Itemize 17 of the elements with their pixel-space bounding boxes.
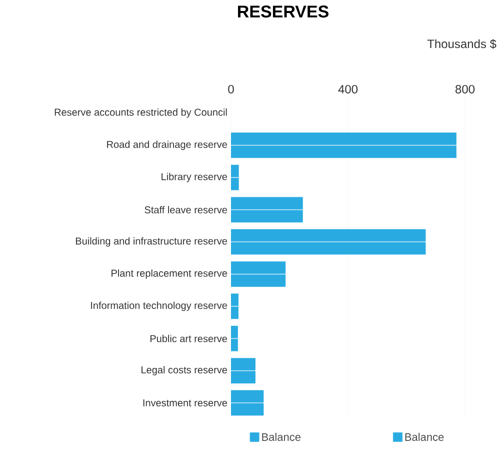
y-tick-label: Information technology reserve: [91, 302, 227, 311]
x-tick-label: 0: [228, 84, 234, 94]
x-tick-label: 800: [456, 84, 475, 94]
legend-label: Balance: [262, 432, 301, 441]
y-tick-label: Building and infrastructure reserve: [76, 237, 227, 247]
y-tick-label: Library reserve: [162, 172, 227, 182]
y-tick-label: Road and drainage reserve: [107, 140, 227, 150]
y-tick-label: Public art reserve: [150, 334, 228, 342]
y-tick-label: Legal costs reserve: [142, 366, 228, 376]
y-tick-label: Reserve accounts restricted by Council: [54, 108, 227, 118]
y-tick-label: Plant replacement reserve: [112, 269, 227, 279]
legend-label: Balance: [405, 432, 444, 441]
y-tick-label: Investment reserve: [143, 399, 228, 406]
x-tick-label: 400: [338, 84, 358, 94]
x-axis-title: Thousands $: [427, 39, 496, 49]
chart-title: RESERVES: [238, 6, 328, 18]
y-tick-label: Staff leave reserve: [144, 206, 228, 214]
